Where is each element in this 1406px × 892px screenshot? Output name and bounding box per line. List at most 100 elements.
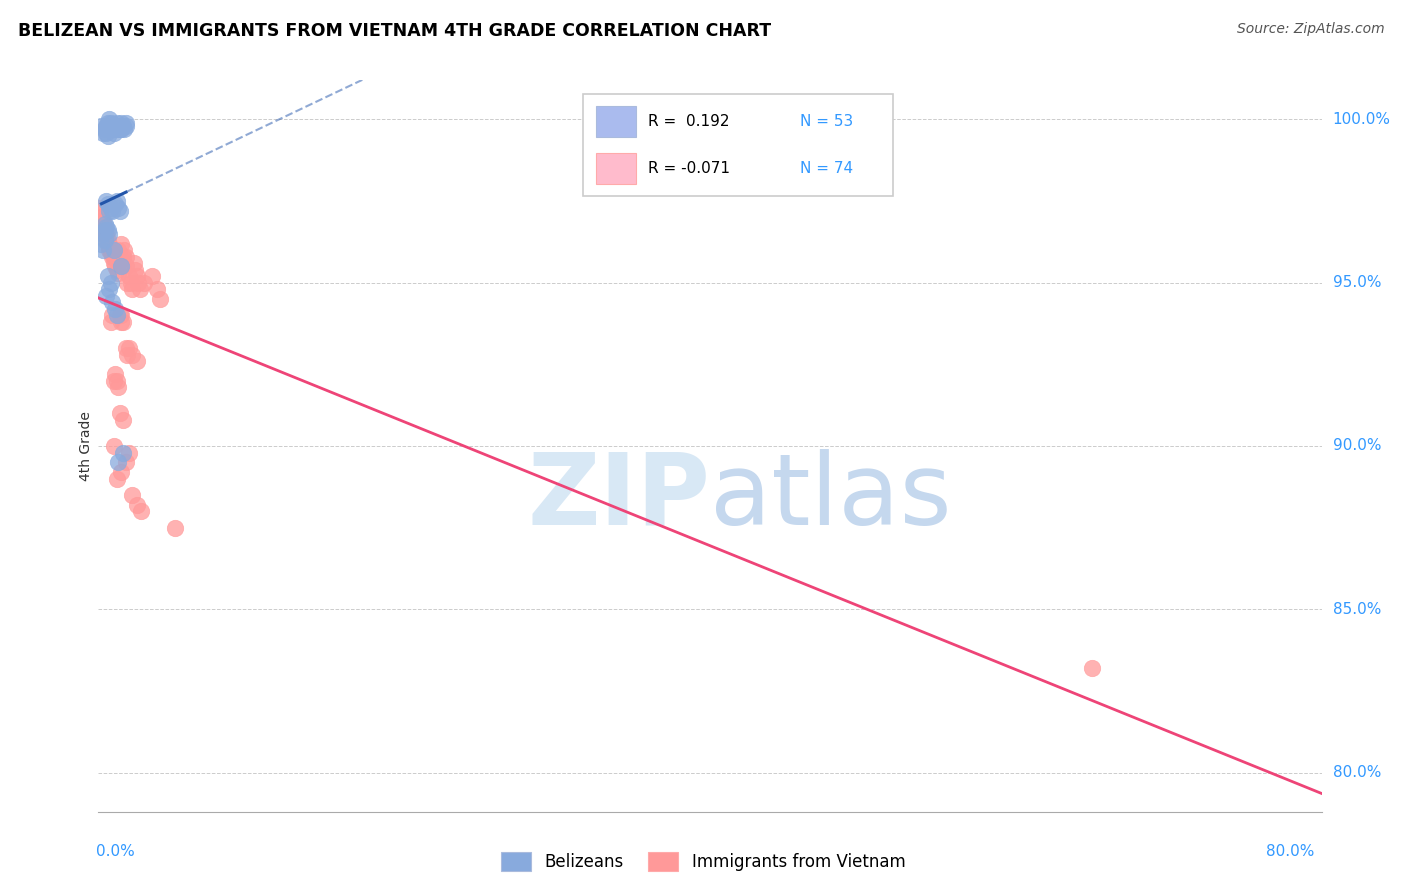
Point bbox=[110, 122, 132, 136]
Point bbox=[117, 276, 139, 290]
Point bbox=[107, 119, 129, 133]
Point bbox=[90, 203, 112, 218]
Point bbox=[97, 233, 120, 247]
Point bbox=[94, 194, 117, 208]
Point bbox=[104, 119, 127, 133]
Point bbox=[105, 472, 128, 486]
Point bbox=[125, 498, 148, 512]
Point bbox=[127, 276, 149, 290]
Point bbox=[107, 455, 129, 469]
Point bbox=[93, 223, 115, 237]
Point bbox=[103, 256, 125, 270]
Text: 90.0%: 90.0% bbox=[1333, 439, 1381, 453]
Point bbox=[117, 347, 139, 361]
Point bbox=[98, 227, 121, 241]
Point bbox=[128, 282, 150, 296]
Point bbox=[163, 521, 186, 535]
Point bbox=[94, 289, 117, 303]
Point bbox=[103, 126, 125, 140]
Point bbox=[115, 119, 138, 133]
Point bbox=[94, 119, 117, 133]
Text: BELIZEAN VS IMMIGRANTS FROM VIETNAM 4TH GRADE CORRELATION CHART: BELIZEAN VS IMMIGRANTS FROM VIETNAM 4TH … bbox=[18, 22, 772, 40]
Point bbox=[122, 256, 145, 270]
Point bbox=[100, 246, 122, 260]
Point bbox=[104, 367, 127, 381]
Point bbox=[105, 122, 128, 136]
Point bbox=[108, 309, 131, 323]
Point bbox=[90, 236, 112, 251]
Point bbox=[111, 250, 134, 264]
Point bbox=[93, 223, 115, 237]
Point bbox=[1081, 661, 1104, 675]
Text: R = -0.071: R = -0.071 bbox=[648, 161, 731, 176]
Point bbox=[112, 122, 135, 136]
Point bbox=[97, 236, 120, 251]
Point bbox=[101, 295, 124, 310]
Point bbox=[115, 455, 138, 469]
Point bbox=[104, 301, 127, 316]
Point bbox=[90, 119, 112, 133]
Point bbox=[125, 354, 148, 368]
Point bbox=[91, 217, 114, 231]
Point bbox=[111, 413, 134, 427]
Point bbox=[111, 315, 134, 329]
Point bbox=[101, 309, 124, 323]
Point bbox=[145, 282, 167, 296]
Point bbox=[111, 119, 134, 133]
Point bbox=[115, 116, 138, 130]
Text: 80.0%: 80.0% bbox=[1267, 845, 1315, 859]
Point bbox=[115, 250, 138, 264]
Point bbox=[90, 211, 112, 225]
Point bbox=[91, 223, 114, 237]
Point bbox=[108, 406, 131, 420]
Point bbox=[97, 269, 120, 284]
Point bbox=[141, 269, 163, 284]
Point bbox=[98, 112, 121, 127]
Point bbox=[94, 233, 117, 247]
Point bbox=[98, 240, 121, 254]
Text: 95.0%: 95.0% bbox=[1333, 276, 1381, 290]
Text: R =  0.192: R = 0.192 bbox=[648, 114, 730, 128]
Text: N = 53: N = 53 bbox=[800, 114, 853, 128]
Point bbox=[103, 119, 125, 133]
Point bbox=[104, 260, 127, 274]
Point bbox=[129, 504, 152, 518]
Point bbox=[104, 197, 127, 211]
Text: 0.0%: 0.0% bbox=[96, 845, 135, 859]
Point bbox=[98, 236, 121, 251]
Point bbox=[110, 260, 132, 274]
Point bbox=[118, 269, 141, 284]
Point bbox=[100, 116, 122, 130]
Point bbox=[101, 250, 124, 264]
Point bbox=[97, 128, 120, 143]
Bar bbox=[596, 106, 636, 136]
Point bbox=[103, 439, 125, 453]
Point bbox=[118, 445, 141, 459]
Point bbox=[108, 203, 131, 218]
Point bbox=[121, 282, 143, 296]
Text: Source: ZipAtlas.com: Source: ZipAtlas.com bbox=[1237, 22, 1385, 37]
Point bbox=[97, 116, 120, 130]
Point bbox=[110, 236, 132, 251]
Point bbox=[103, 374, 125, 388]
Point bbox=[111, 445, 134, 459]
Point bbox=[100, 243, 122, 257]
Point bbox=[118, 341, 141, 355]
Point bbox=[121, 347, 143, 361]
Point bbox=[110, 465, 132, 479]
Point bbox=[98, 243, 121, 257]
Text: ZIP: ZIP bbox=[527, 449, 710, 546]
Text: 80.0%: 80.0% bbox=[1333, 765, 1381, 780]
Point bbox=[110, 252, 132, 267]
Point bbox=[134, 276, 156, 290]
Point bbox=[93, 233, 115, 247]
Legend: Belizeans, Immigrants from Vietnam: Belizeans, Immigrants from Vietnam bbox=[494, 846, 912, 878]
Point bbox=[105, 374, 128, 388]
Point bbox=[100, 122, 122, 136]
Text: atlas: atlas bbox=[710, 449, 952, 546]
Point bbox=[97, 197, 120, 211]
Point bbox=[93, 217, 115, 231]
Text: 85.0%: 85.0% bbox=[1333, 602, 1381, 616]
Point bbox=[100, 201, 122, 215]
Point bbox=[110, 116, 132, 130]
